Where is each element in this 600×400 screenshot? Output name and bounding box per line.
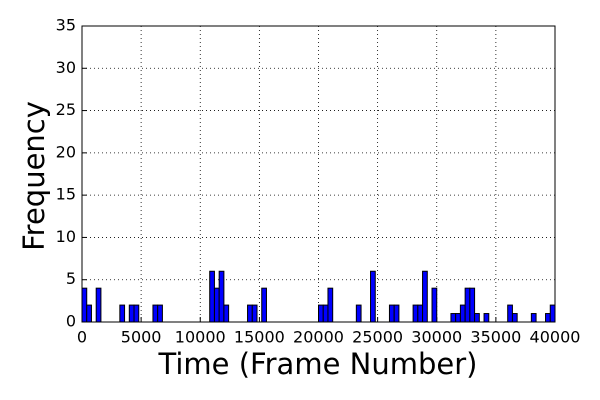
bar xyxy=(422,270,428,323)
x-tick-label: 5000 xyxy=(121,328,162,347)
bar xyxy=(133,304,140,323)
bar xyxy=(95,287,102,323)
bar xyxy=(511,313,518,323)
bar xyxy=(464,287,471,323)
bar xyxy=(545,313,551,323)
bar xyxy=(450,313,457,323)
bar xyxy=(507,304,513,323)
bar xyxy=(261,287,267,323)
y-tick-label: 30 xyxy=(56,58,76,77)
y-tick-label: 10 xyxy=(56,227,76,246)
y-tick-label: 5 xyxy=(66,269,76,288)
x-tick-label: 35000 xyxy=(470,328,521,347)
bar xyxy=(251,304,258,323)
bar xyxy=(247,304,253,323)
x-tick-label: 25000 xyxy=(352,328,403,347)
bar xyxy=(412,304,419,323)
y-axis-label: Frequency xyxy=(17,101,51,251)
bar xyxy=(209,270,215,323)
bar xyxy=(322,304,329,323)
bar xyxy=(549,304,556,323)
bar xyxy=(223,304,230,323)
bar xyxy=(218,270,225,323)
bar xyxy=(327,287,334,323)
bar xyxy=(213,287,220,323)
x-axis-label: Time (Frame Number) xyxy=(158,347,478,381)
bar xyxy=(393,304,400,323)
bar xyxy=(128,304,135,323)
x-tick-label: 20000 xyxy=(293,328,344,347)
bar xyxy=(417,304,424,323)
bar xyxy=(483,313,490,323)
bar xyxy=(355,304,362,323)
bar xyxy=(152,304,159,323)
plot-frame xyxy=(81,25,556,323)
x-tick-label: 10000 xyxy=(175,328,226,347)
bar xyxy=(81,287,88,323)
bar xyxy=(469,287,476,323)
bar xyxy=(318,304,324,323)
bar xyxy=(455,313,461,323)
bar xyxy=(388,304,395,323)
bar xyxy=(157,304,163,323)
x-tick-label: 15000 xyxy=(234,328,285,347)
y-tick-label: 35 xyxy=(56,16,76,35)
y-tick-label: 15 xyxy=(56,185,76,204)
bar xyxy=(86,304,92,323)
x-tick-label: 40000 xyxy=(530,328,581,347)
bar xyxy=(474,313,480,323)
bar xyxy=(370,270,376,323)
bar xyxy=(431,287,438,323)
x-tick-label: 0 xyxy=(77,328,87,347)
y-tick-label: 0 xyxy=(66,312,76,331)
y-tick-label: 20 xyxy=(56,142,76,161)
bar xyxy=(119,304,126,323)
bar xyxy=(530,313,537,323)
y-tick-label: 25 xyxy=(56,100,76,119)
bar xyxy=(459,304,466,323)
x-tick-label: 30000 xyxy=(411,328,462,347)
